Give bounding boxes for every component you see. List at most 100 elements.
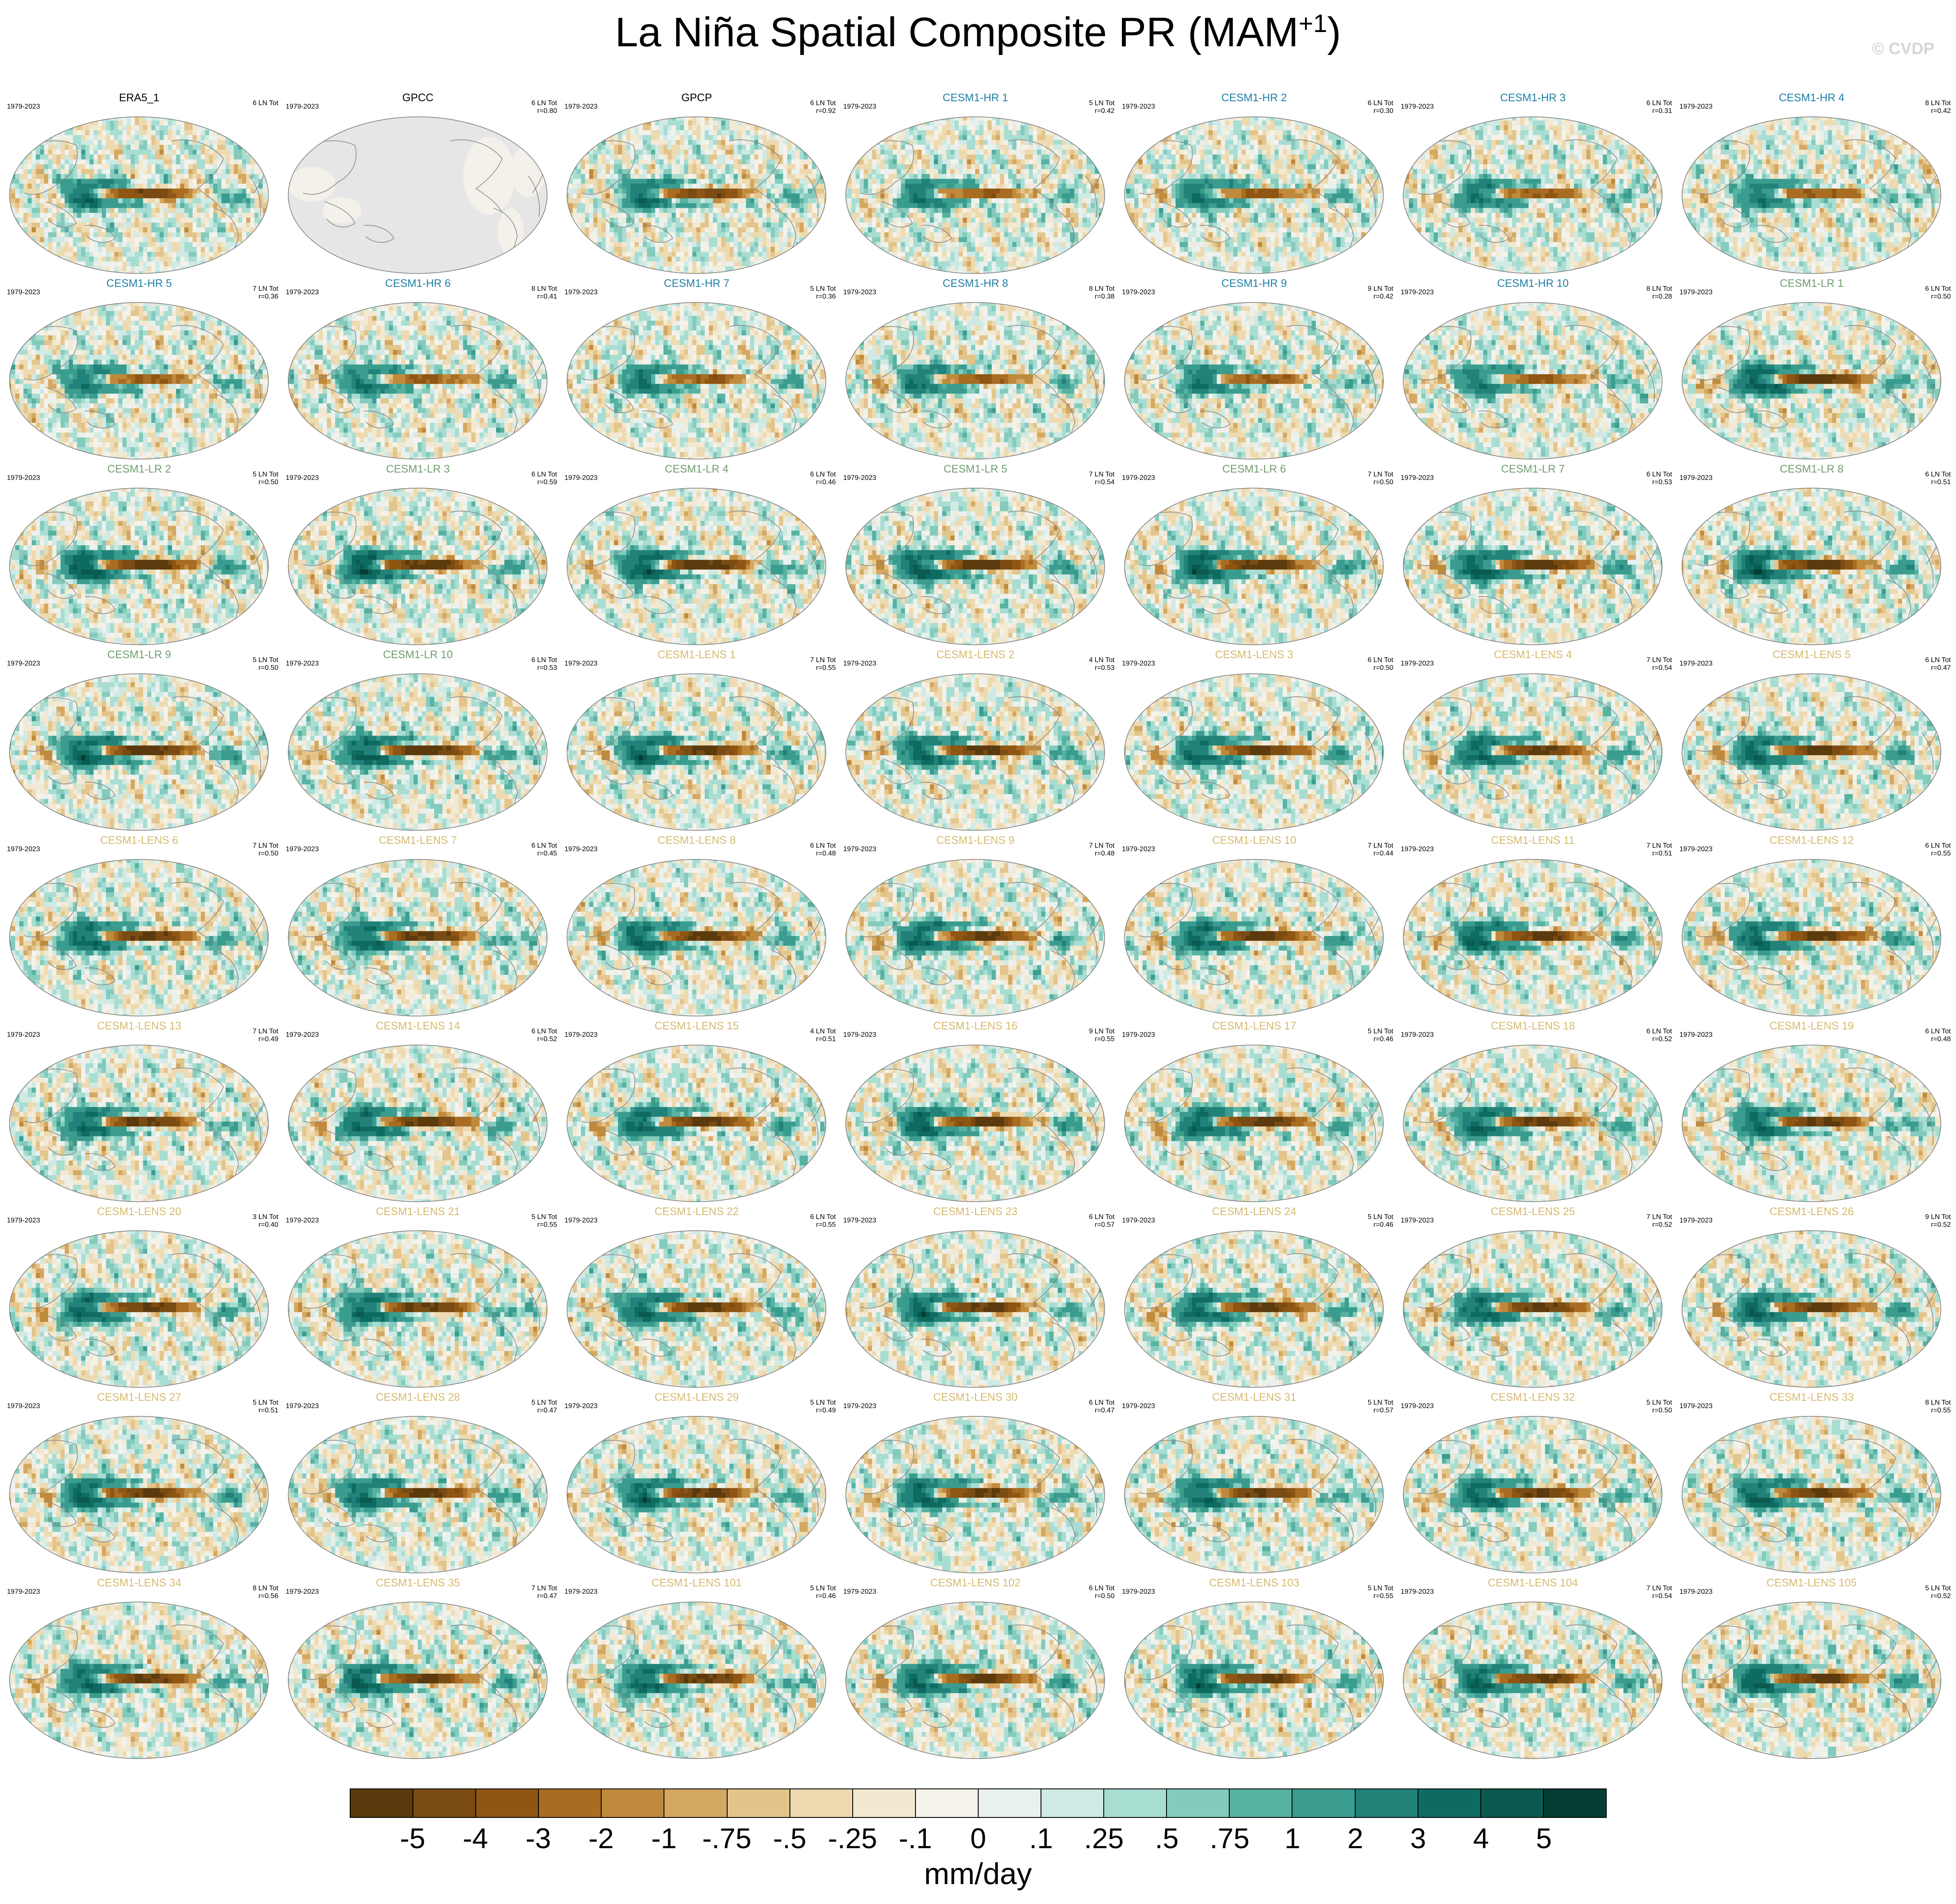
map-cell (85, 208, 90, 213)
map-cell (746, 213, 750, 218)
map-cell (40, 208, 44, 213)
map-cell (820, 184, 825, 189)
map-cell (808, 222, 812, 228)
map-cell (85, 140, 90, 145)
map-cell (32, 267, 36, 272)
map-cell (143, 179, 148, 184)
map-cell (655, 174, 660, 179)
map-cell (889, 116, 893, 121)
map-cell (64, 198, 69, 203)
map-cell (168, 121, 172, 126)
map-cell (963, 135, 967, 140)
map-cell (238, 213, 242, 218)
map-cell (217, 121, 222, 126)
map-cell (7, 271, 11, 276)
map-cell (102, 164, 106, 170)
map-cell (213, 237, 218, 242)
map-cell (197, 232, 201, 238)
map-cell (659, 135, 664, 140)
map-cell (263, 271, 267, 276)
map-cell (93, 252, 98, 257)
map-cell (98, 228, 102, 233)
map-cell (750, 116, 754, 121)
map-cell (843, 130, 847, 135)
map-cell (90, 267, 94, 272)
map-cell (28, 116, 32, 121)
map-cell (684, 193, 688, 199)
map-cell (226, 261, 230, 267)
map-cell (693, 121, 697, 126)
map-cell (971, 145, 976, 150)
map-cell (721, 145, 725, 150)
map-cell (688, 193, 693, 199)
map-cell (602, 154, 606, 160)
map-cell (258, 247, 263, 252)
map-cell (787, 203, 792, 209)
map-cell (971, 121, 976, 126)
map-cell (32, 135, 36, 140)
map-cell (820, 111, 825, 116)
map-cell (787, 252, 792, 257)
map-cell (61, 228, 65, 233)
map-cell (684, 150, 688, 155)
map-cell (963, 130, 967, 135)
map-cell (230, 257, 234, 262)
map-cell (155, 228, 160, 233)
map-cell (15, 145, 19, 150)
map-cell (114, 179, 119, 184)
map-cell (705, 169, 709, 174)
map-cell (573, 116, 577, 121)
map-cell (85, 179, 90, 184)
map-cell (796, 252, 800, 257)
map-cell (581, 218, 585, 223)
map-cell (180, 213, 184, 218)
map-cell (672, 198, 676, 203)
map-cell (77, 145, 81, 150)
map-cell (742, 121, 746, 126)
map-cell (893, 135, 897, 140)
map-cell (847, 154, 852, 160)
map-cell (779, 203, 783, 209)
map-cell (77, 222, 81, 228)
map-cell (581, 116, 585, 121)
map-cell (577, 174, 581, 179)
map-cell (667, 169, 672, 174)
map-cell (783, 189, 787, 194)
map-cell (922, 116, 926, 121)
map-cell (930, 140, 934, 145)
map-cell (820, 222, 825, 228)
map-cell (1000, 150, 1004, 155)
map-cell (597, 213, 602, 218)
map-cell (684, 125, 688, 131)
map-cell (618, 198, 622, 203)
map-cell (746, 203, 750, 209)
map-cell (238, 257, 242, 262)
map-cell (577, 140, 581, 145)
map-cell (721, 121, 725, 126)
map-cell (7, 174, 11, 179)
map-cell (688, 237, 693, 242)
map-cell (713, 179, 717, 184)
map-cell (1000, 121, 1004, 126)
map-cell (15, 111, 19, 116)
map-cell (246, 135, 251, 140)
map-cell (19, 135, 24, 140)
map-cell (64, 145, 69, 150)
map-cell (48, 208, 52, 213)
map-cell (118, 198, 122, 203)
map-cell (201, 242, 205, 247)
map-cell (32, 174, 36, 179)
map-cell (102, 154, 106, 160)
map-cell (684, 198, 688, 203)
map-cell (738, 179, 742, 184)
map-cell (804, 159, 808, 164)
map-cell (746, 208, 750, 213)
map-cell (606, 145, 610, 150)
map-cell (32, 218, 36, 223)
map-cell (738, 228, 742, 233)
map-cell (126, 193, 131, 199)
map-cell (7, 179, 11, 184)
map-cell (593, 179, 598, 184)
map-cell (577, 247, 581, 252)
map-cell (48, 125, 52, 131)
